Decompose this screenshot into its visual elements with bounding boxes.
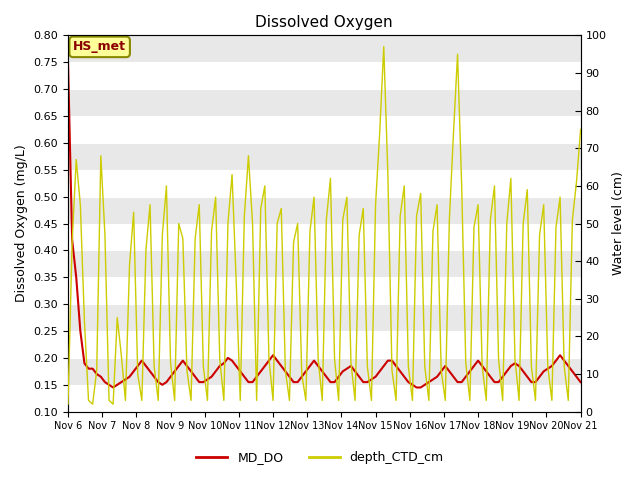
MD_DO	[97, 374, 105, 380]
MD_DO	[577, 379, 584, 385]
Line: MD_DO: MD_DO	[68, 62, 580, 387]
Bar	[68, 143, 580, 170]
MD_DO	[408, 382, 416, 388]
MD_DO	[109, 384, 117, 390]
MD_DO	[310, 358, 318, 363]
MD_DO	[384, 358, 392, 363]
depth_CTD_cm	[384, 172, 392, 178]
Bar	[68, 36, 580, 62]
depth_CTD_cm	[97, 153, 105, 159]
depth_CTD_cm	[367, 397, 375, 403]
Title: Dissolved Oxygen: Dissolved Oxygen	[255, 15, 393, 30]
Bar	[68, 197, 580, 224]
depth_CTD_cm	[577, 127, 584, 132]
MD_DO	[200, 379, 207, 385]
MD_DO	[64, 60, 72, 65]
Bar	[68, 89, 580, 116]
Bar	[68, 251, 580, 277]
Y-axis label: Dissolved Oxygen (mg/L): Dissolved Oxygen (mg/L)	[15, 144, 28, 302]
MD_DO	[372, 374, 380, 380]
Line: depth_CTD_cm: depth_CTD_cm	[68, 47, 580, 404]
depth_CTD_cm	[64, 401, 72, 407]
Bar	[68, 304, 580, 331]
Text: HS_met: HS_met	[73, 40, 126, 53]
depth_CTD_cm	[306, 228, 314, 234]
depth_CTD_cm	[195, 202, 203, 207]
Legend: MD_DO, depth_CTD_cm: MD_DO, depth_CTD_cm	[191, 446, 449, 469]
Bar	[68, 358, 580, 385]
depth_CTD_cm	[408, 397, 416, 403]
Y-axis label: Water level (cm): Water level (cm)	[612, 171, 625, 276]
depth_CTD_cm	[380, 44, 388, 49]
